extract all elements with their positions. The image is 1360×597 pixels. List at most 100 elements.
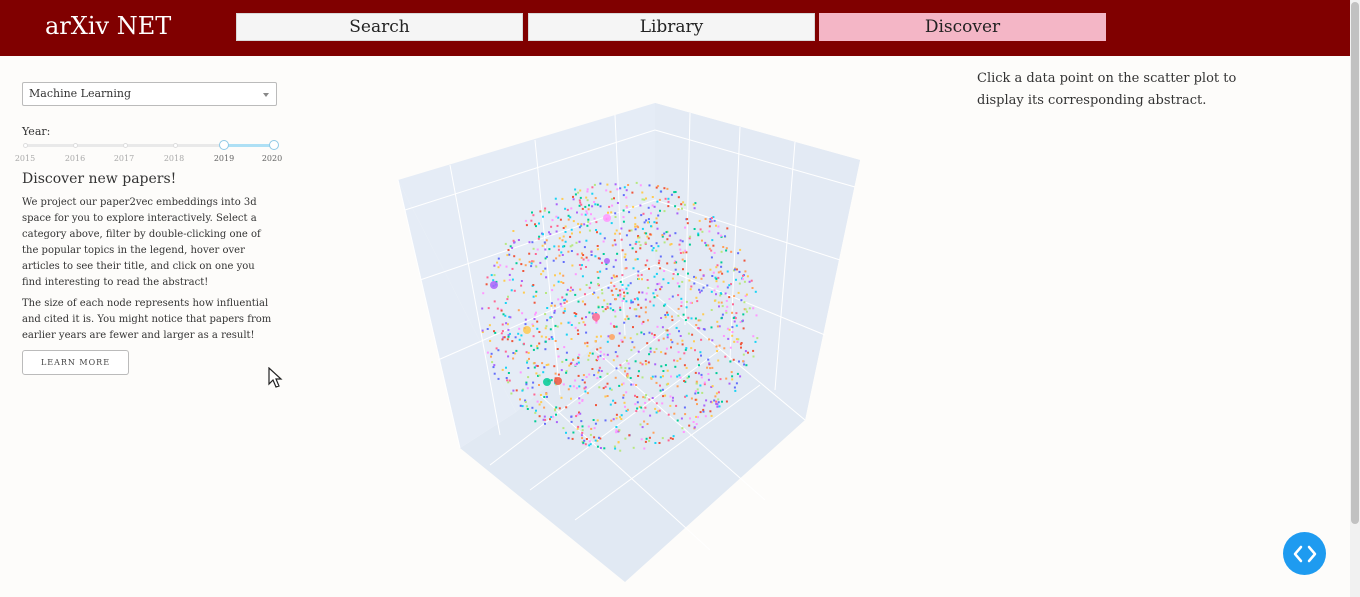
paper-point[interactable]	[697, 319, 700, 322]
paper-point[interactable]	[579, 231, 581, 234]
paper-point[interactable]	[531, 211, 533, 214]
paper-point[interactable]	[688, 243, 691, 246]
paper-point[interactable]	[562, 383, 565, 386]
paper-point[interactable]	[614, 351, 617, 354]
paper-point[interactable]	[562, 235, 565, 238]
paper-point[interactable]	[546, 395, 548, 398]
paper-point[interactable]	[581, 300, 584, 303]
paper-point[interactable]	[569, 245, 572, 248]
paper-point[interactable]	[640, 214, 643, 217]
paper-point[interactable]	[524, 323, 527, 326]
paper-point[interactable]	[655, 242, 658, 245]
paper-point[interactable]	[617, 294, 620, 297]
paper-point[interactable]	[582, 321, 585, 324]
paper-point[interactable]	[493, 274, 496, 277]
paper-point[interactable]	[592, 419, 595, 421]
paper-point[interactable]	[501, 338, 504, 341]
paper-point[interactable]	[587, 354, 590, 357]
paper-point[interactable]	[683, 406, 686, 409]
paper-point[interactable]	[658, 198, 661, 201]
paper-point[interactable]	[718, 325, 721, 328]
paper-point[interactable]	[721, 305, 724, 308]
paper-point[interactable]	[593, 291, 596, 294]
paper-point[interactable]	[702, 410, 705, 413]
paper-point[interactable]	[756, 337, 759, 340]
paper-point[interactable]	[576, 211, 578, 214]
paper-point[interactable]	[592, 293, 594, 295]
paper-point[interactable]	[644, 306, 647, 309]
paper-point[interactable]	[521, 389, 524, 392]
paper-point[interactable]	[549, 233, 552, 236]
paper-point[interactable]	[612, 274, 615, 277]
paper-point[interactable]	[595, 404, 597, 407]
paper-point[interactable]	[604, 308, 607, 311]
paper-point[interactable]	[551, 337, 554, 340]
paper-point[interactable]	[576, 253, 579, 256]
paper-point[interactable]	[657, 339, 660, 342]
paper-point[interactable]	[515, 262, 518, 265]
paper-point[interactable]	[593, 436, 596, 439]
paper-point[interactable]	[636, 297, 639, 300]
paper-point[interactable]	[532, 324, 535, 327]
paper-point[interactable]	[665, 383, 668, 386]
paper-point[interactable]	[585, 438, 588, 440]
paper-point[interactable]	[710, 414, 713, 417]
paper-point[interactable]	[716, 405, 719, 408]
paper-point[interactable]	[679, 239, 682, 242]
paper-point[interactable]	[697, 358, 699, 361]
paper-point[interactable]	[690, 285, 693, 288]
paper-point[interactable]	[644, 298, 647, 301]
paper-point[interactable]	[534, 295, 537, 298]
paper-point[interactable]	[557, 298, 560, 301]
paper-point[interactable]	[647, 361, 650, 364]
paper-point[interactable]	[735, 324, 738, 327]
paper-point[interactable]	[606, 395, 609, 397]
paper-point[interactable]	[752, 307, 755, 310]
paper-point[interactable]	[636, 401, 639, 404]
paper-point[interactable]	[596, 439, 599, 442]
paper-point[interactable]	[623, 401, 626, 404]
paper-point[interactable]	[684, 226, 687, 229]
paper-point[interactable]	[530, 344, 533, 347]
paper-point[interactable]	[598, 257, 601, 260]
paper-point[interactable]	[586, 190, 589, 193]
paper-point[interactable]	[553, 311, 556, 314]
paper-point[interactable]	[625, 391, 628, 394]
paper-point[interactable]	[634, 403, 637, 406]
paper-point[interactable]	[637, 303, 640, 306]
paper-point[interactable]	[720, 250, 723, 253]
paper-point[interactable]	[538, 384, 540, 386]
paper-point[interactable]	[748, 280, 751, 283]
paper-point[interactable]	[711, 339, 714, 342]
paper-point[interactable]	[684, 380, 687, 383]
paper-point[interactable]	[630, 299, 633, 302]
paper-point[interactable]	[730, 371, 733, 374]
paper-point[interactable]	[634, 394, 636, 397]
paper-point[interactable]	[544, 348, 547, 351]
paper-point[interactable]	[625, 409, 628, 412]
paper-point[interactable]	[647, 237, 650, 240]
paper-point[interactable]	[667, 413, 670, 416]
paper-point[interactable]	[654, 442, 657, 444]
paper-point[interactable]	[589, 352, 591, 355]
paper-point[interactable]	[661, 437, 664, 440]
paper-point[interactable]	[503, 279, 506, 282]
paper-point[interactable]	[542, 371, 545, 374]
paper-point[interactable]	[682, 431, 685, 433]
influential-paper-point[interactable]	[554, 377, 562, 385]
paper-point[interactable]	[742, 274, 744, 277]
paper-point[interactable]	[672, 435, 675, 438]
paper-point[interactable]	[511, 246, 514, 249]
paper-point[interactable]	[606, 307, 609, 309]
paper-point[interactable]	[506, 338, 509, 341]
paper-point[interactable]	[685, 347, 688, 350]
paper-point[interactable]	[726, 286, 729, 289]
paper-point[interactable]	[490, 274, 493, 277]
paper-point[interactable]	[637, 350, 640, 353]
paper-point[interactable]	[694, 390, 697, 393]
paper-point[interactable]	[597, 283, 600, 285]
paper-point[interactable]	[706, 284, 709, 287]
paper-point[interactable]	[629, 307, 631, 310]
paper-point[interactable]	[633, 346, 636, 349]
paper-point[interactable]	[636, 333, 639, 336]
